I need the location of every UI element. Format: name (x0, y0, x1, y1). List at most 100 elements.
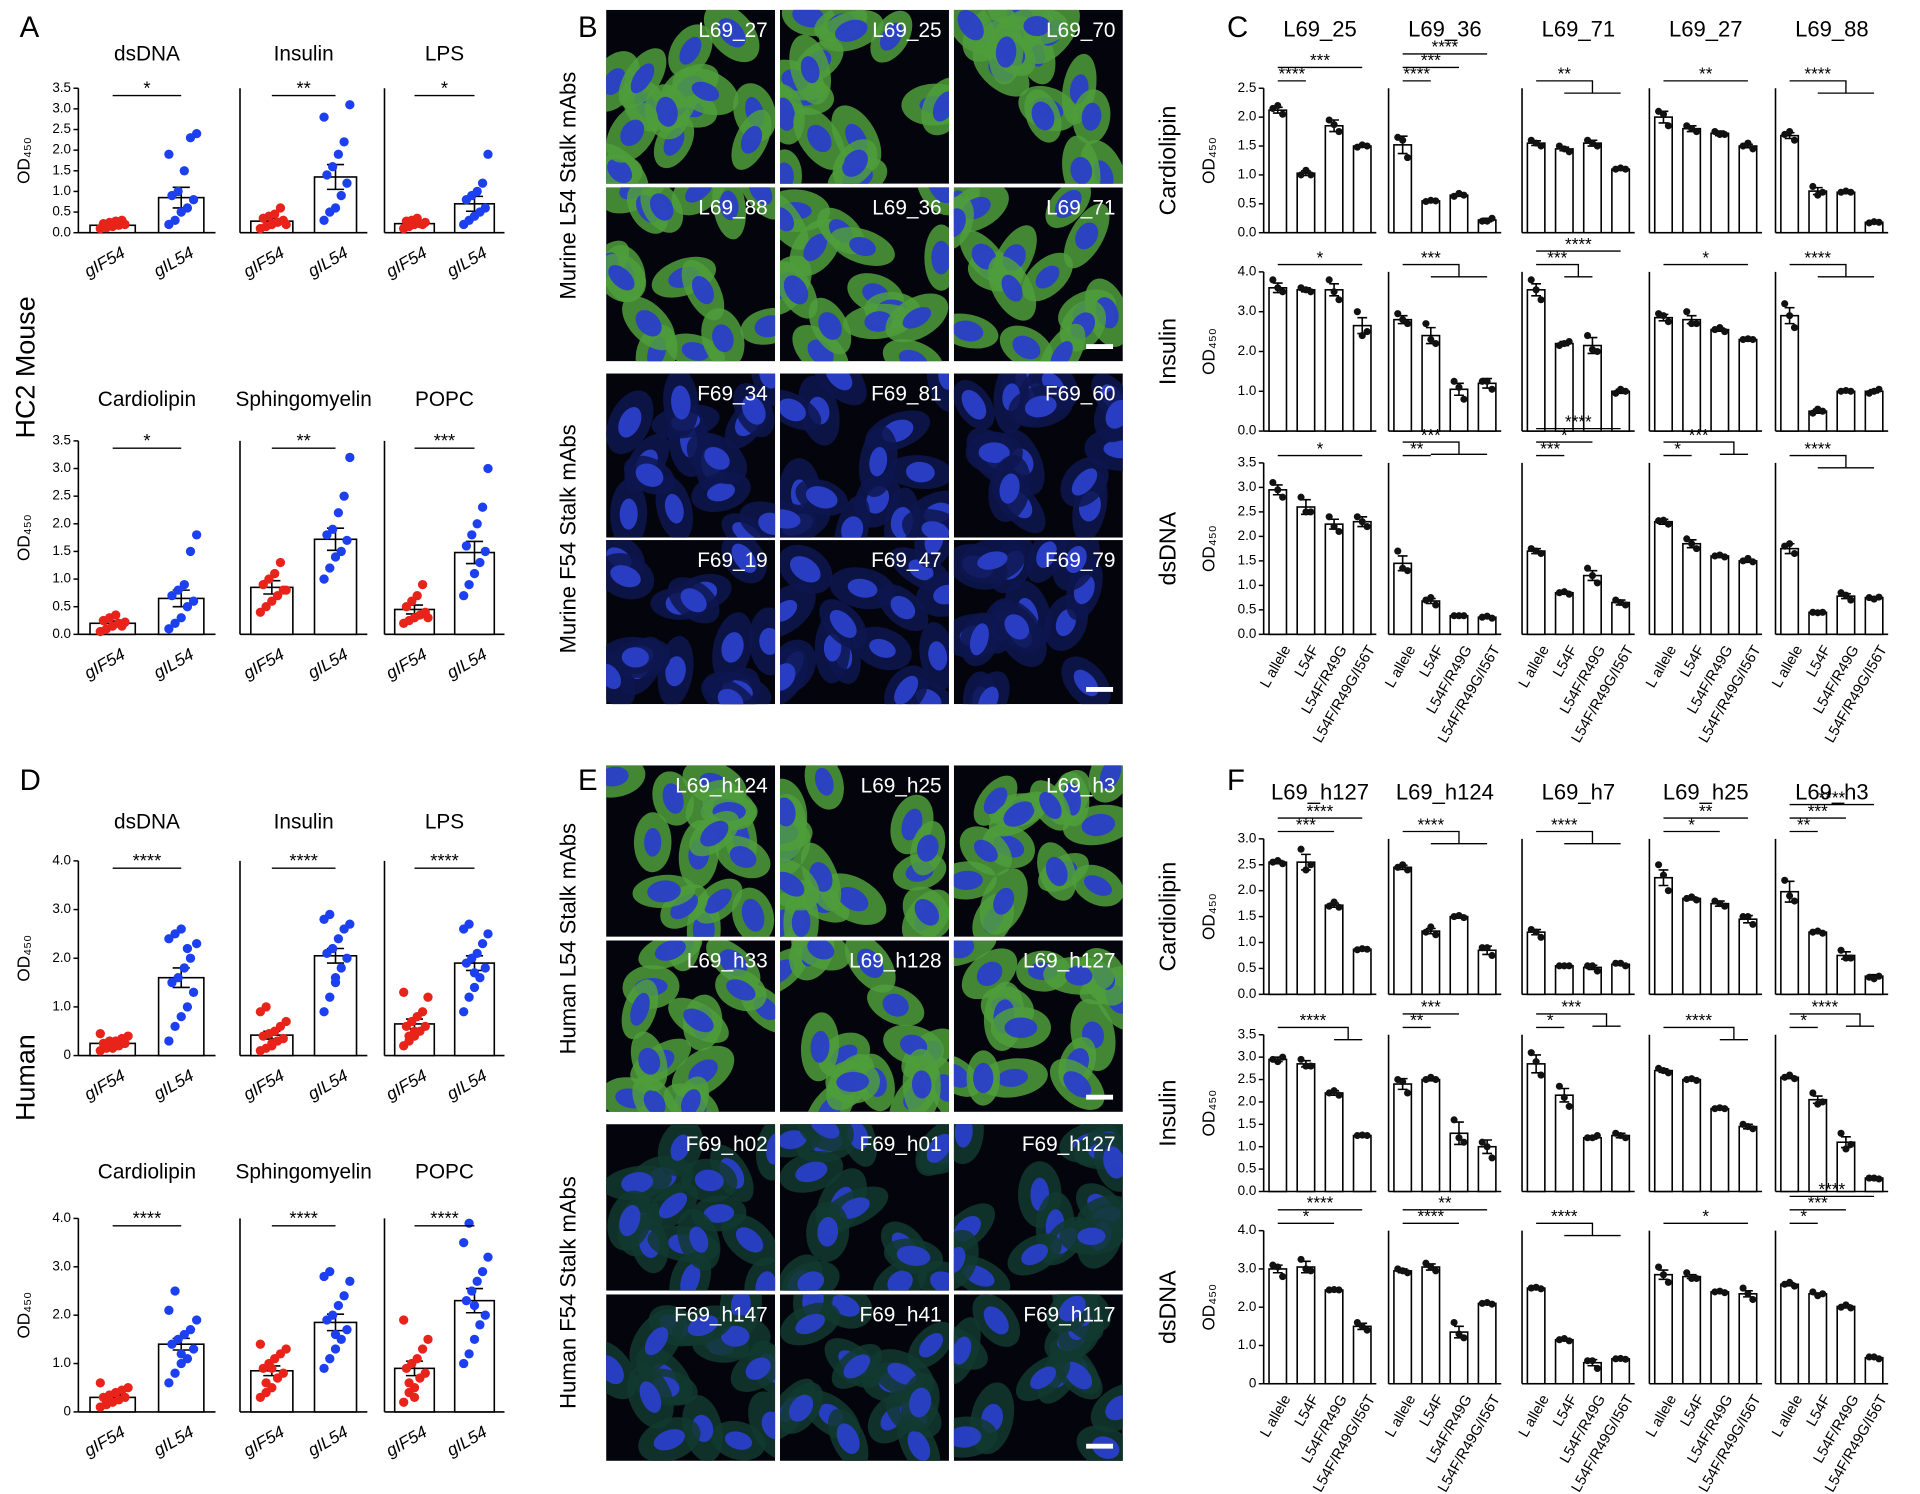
bar (1710, 1291, 1730, 1385)
data-point (1427, 594, 1435, 602)
data-point (267, 1038, 277, 1049)
panel-letter: B (578, 11, 598, 44)
data-point (1488, 951, 1496, 960)
data-point (173, 585, 183, 595)
data-point (1744, 335, 1752, 343)
data-point (1432, 339, 1440, 348)
bar (1653, 316, 1673, 432)
data-point (164, 1378, 174, 1388)
data-point (327, 162, 338, 172)
bar (1324, 1289, 1344, 1385)
data-point (1617, 1354, 1625, 1363)
nucleus (818, 312, 842, 340)
bar (1421, 1266, 1441, 1385)
data-point (1422, 928, 1430, 936)
data-point (1532, 286, 1540, 294)
data-point (1532, 139, 1540, 147)
data-point (1688, 320, 1696, 328)
significance-label: **** (1804, 438, 1831, 458)
image-label: F69_47 (871, 549, 942, 572)
data-point (1483, 217, 1491, 225)
data-point (336, 963, 346, 973)
panel-letter: A (20, 11, 40, 44)
nucleus (653, 1429, 685, 1451)
nucleus (712, 324, 734, 353)
image-label: L69_h33 (687, 949, 768, 972)
micrograph (780, 1124, 949, 1291)
data-point (1532, 1283, 1540, 1291)
bar (1554, 965, 1574, 996)
y-tick-label: 0.0 (52, 626, 71, 641)
nucleus (1004, 614, 1030, 640)
data-point (1404, 866, 1412, 874)
data-point (464, 1349, 474, 1359)
nucleus (644, 827, 662, 857)
significance-label: *** (1310, 50, 1330, 70)
data-point (1786, 128, 1794, 136)
significance-bracket (1536, 1222, 1621, 1237)
data-point (117, 621, 127, 631)
image-label: F69_h41 (860, 1303, 942, 1326)
significance-label: **** (430, 850, 459, 871)
nucleus (729, 846, 757, 869)
data-point (1330, 1286, 1338, 1294)
significance-label: **** (1819, 1179, 1846, 1199)
nucleus (730, 1294, 751, 1320)
y-tick-label: 1.5 (52, 543, 71, 558)
nucleus (797, 1271, 825, 1291)
data-point (1399, 564, 1407, 572)
data-point (469, 982, 480, 993)
data-point (325, 1354, 335, 1364)
significance-bracket (1536, 830, 1621, 845)
data-point (1478, 1138, 1486, 1146)
bar (1780, 1076, 1800, 1193)
data-point (1588, 572, 1596, 580)
nucleus (953, 870, 983, 890)
nucleus (780, 97, 796, 131)
nucleus (999, 473, 1020, 504)
nucleus (800, 56, 820, 84)
side-label: HC2 Mouse (10, 296, 40, 438)
data-point (1560, 339, 1568, 348)
data-point (472, 948, 482, 959)
data-point (1790, 897, 1799, 905)
data-point (1483, 612, 1491, 620)
data-point (1617, 959, 1625, 967)
nucleus (1063, 1071, 1092, 1098)
y-tick-label: 0.0 (1238, 1183, 1257, 1198)
nucleus (961, 389, 987, 420)
data-point (477, 938, 488, 949)
significance-label: *** (1689, 425, 1709, 445)
bar (1268, 1268, 1288, 1385)
data-point (417, 219, 428, 230)
nucleus (1105, 1395, 1123, 1421)
data-point (1353, 1318, 1361, 1327)
image-label: L69_h127 (1023, 949, 1116, 972)
micrograph (953, 1294, 1123, 1461)
y-tick-label: 2.5 (1238, 80, 1257, 95)
data-point (325, 909, 335, 920)
chart-title: L69_h7 (1542, 779, 1616, 804)
data-point (319, 112, 329, 122)
y-tick-label: 3.0 (1238, 303, 1257, 318)
data-point (475, 557, 485, 568)
data-point (255, 1339, 266, 1349)
nucleus (1036, 541, 1057, 568)
nucleus (842, 149, 868, 177)
nucleus (731, 543, 757, 573)
data-point (404, 1378, 414, 1388)
x-tick-label: gIL54 (443, 1421, 490, 1460)
data-point (1744, 1290, 1752, 1298)
nucleus (1039, 791, 1062, 820)
bar (1780, 134, 1800, 234)
nucleus (639, 1381, 662, 1413)
chart-title: L69_h25 (1663, 779, 1749, 804)
bar (1682, 1275, 1702, 1385)
bar (1554, 148, 1574, 234)
data-point (412, 591, 422, 601)
image-label: F69_34 (697, 382, 768, 405)
nucleus (894, 675, 919, 705)
data-point (461, 541, 472, 551)
x-tick-label: gIL54 (304, 1421, 351, 1460)
